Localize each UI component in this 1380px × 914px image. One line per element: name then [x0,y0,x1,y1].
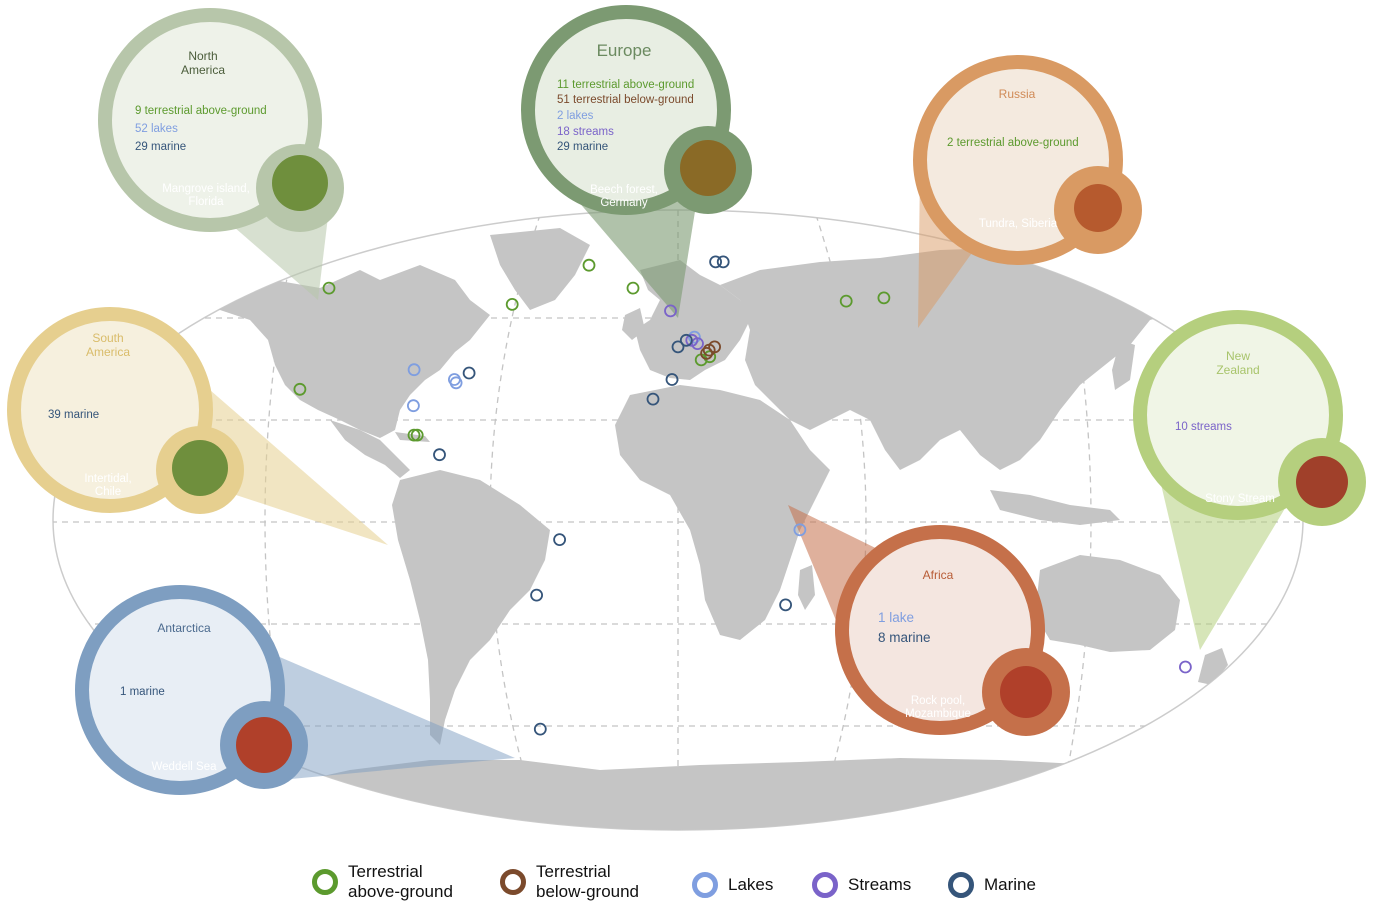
legend-label: Terrestrial above-ground [348,862,453,901]
site-marker-terrestrial-above [626,281,640,295]
site-marker-marine [462,366,476,380]
site-marker-terrestrial-above [839,294,853,308]
region-count: 2 terrestrial above-ground [947,137,1079,149]
legend-item-terrestrial-below: Terrestrial below-ground [500,862,639,902]
callout-texts: North America 9 terrestrial above-ground … [48,41,1275,773]
callout-new-zealand [1133,310,1366,650]
site-marker-terrestrial-above [877,291,891,305]
region-name: Russia [999,87,1036,101]
region-count: 1 marine [120,686,165,698]
site-marker-terrestrial-above [505,297,519,311]
region-count: 52 lakes [135,123,178,135]
land-indonesia [990,490,1120,525]
legend-ring [312,869,338,895]
land-north-america [150,265,490,438]
region-count: 10 streams [1175,421,1232,433]
region-name: Antarctica [157,621,211,635]
region-count: 29 marine [135,141,186,153]
region-name: Africa [923,568,954,582]
site-marker-streams [664,304,677,318]
site-marker-marine [533,722,547,736]
legend: Terrestrial above-ground Terrestrial bel… [0,850,1380,914]
site-marker-marine [646,392,660,406]
land-japan [1112,340,1135,390]
region-name: New Zealand [1216,349,1259,377]
land-australia [1035,555,1180,652]
site-marker-lakes [688,330,701,344]
callout-russia [913,55,1142,328]
callouts [7,5,1366,795]
region-count: 2 lakes [557,110,594,122]
site-marker-streams [1179,660,1192,674]
region-count: 8 marine [878,630,931,645]
legend-item-terrestrial-above: Terrestrial above-ground [312,862,453,902]
site-marker-marine [779,598,792,612]
callout-europe [521,5,752,318]
site-marker-lakes [793,523,807,537]
land-south-america [392,470,550,745]
callout-north-america [98,8,344,300]
legend-ring [500,869,526,895]
site-name: Tundra, Siberia [979,218,1058,230]
callout-africa [788,505,1070,736]
legend-ring [812,872,838,898]
site-marker-terrestrial-above [293,382,307,396]
site-name: Weddell Sea [152,761,218,773]
region-name: South America [86,331,130,359]
land-madagascar [798,565,815,610]
site-marker-marine [716,255,730,269]
region-count: 1 lake [878,610,914,625]
site-marker-terrestrial-above [410,428,424,442]
legend-ring [948,872,974,898]
site-marker-marine [553,533,566,546]
legend-item-marine: Marine [948,872,1036,898]
site-marker-marine [665,373,679,386]
callout-south-america [7,307,388,545]
legend-label: Streams [848,875,912,894]
site-marker-streams [691,337,704,351]
site-marker-terrestrial-above [703,350,717,364]
site-name: Mangrove island, Florida [162,183,250,208]
region-count: 11 terrestrial above-ground [557,79,694,91]
land-uk [622,308,645,340]
land-asia [720,248,1200,470]
legend-ring [692,872,718,898]
land-greenland [490,228,590,310]
land-new-zealand [1198,648,1228,685]
region-count: 51 terrestrial below-ground [557,94,694,106]
site-marker-marine [709,255,722,269]
region-count: 9 terrestrial above-ground [135,105,267,117]
site-marker-terrestrial-below [700,346,713,360]
region-name: Europe [597,41,652,60]
site-marker-marine [530,588,543,602]
region-count: 39 marine [48,409,99,421]
site-marker-terrestrial-above [582,258,596,272]
site-name: Beech forest, Germany [590,184,658,209]
site-name: Stony Stream [1205,493,1275,505]
legend-label: Terrestrial below-ground [536,862,640,901]
site-marker-lakes [406,399,420,413]
region-name: North America [181,49,225,77]
region-count: 18 streams [557,126,614,138]
site-name: Intertidal, Chile [84,473,131,498]
site-marker-terrestrial-below [708,340,721,354]
legend-label: Marine [984,875,1036,894]
site-marker-marine [671,340,685,354]
land-antarctica [240,758,1303,830]
legend-item-lakes: Lakes [692,872,773,898]
land-africa [615,385,830,640]
site-marker-lakes [407,363,421,377]
site-markers [293,255,1192,736]
site-marker-lakes [449,376,463,390]
site-marker-marine [433,448,446,462]
land-central-america [330,420,410,478]
legend-label: Lakes [728,875,774,894]
callout-antarctica [75,585,515,795]
site-marker-marine [679,333,693,347]
site-name: Rock pool, Mozambique [905,695,971,720]
site-marker-terrestrial-above [322,281,336,295]
legend-item-streams: Streams [812,872,911,898]
region-count: 29 marine [557,141,608,153]
